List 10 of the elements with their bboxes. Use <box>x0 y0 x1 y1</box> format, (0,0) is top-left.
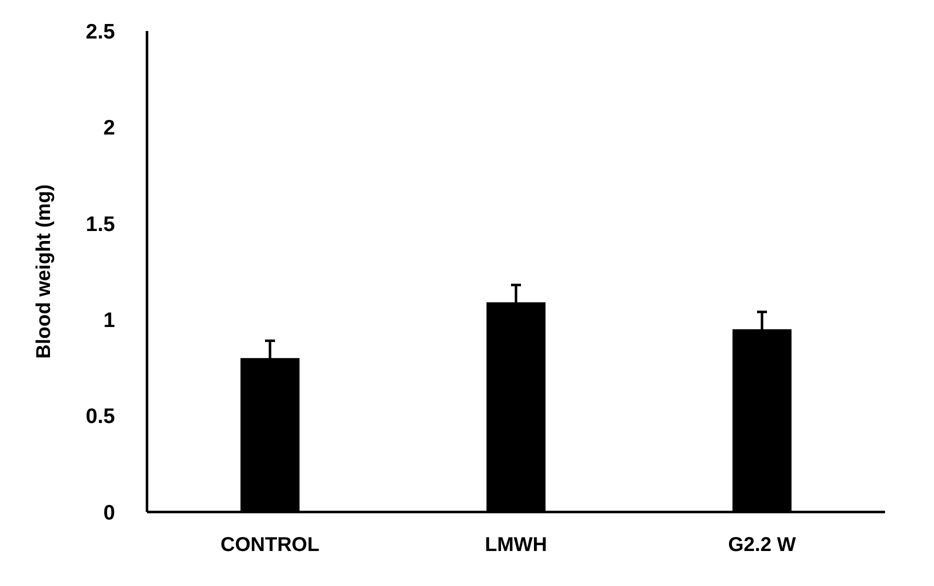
x-tick-label: LMWH <box>484 534 548 556</box>
x-tick-label: G2.2 W <box>728 534 796 556</box>
y-tick-label: 1.5 <box>86 212 116 236</box>
x-tick-label: CONTROL <box>220 534 320 556</box>
y-tick-label: 2 <box>103 116 115 140</box>
y-tick-label: 2.5 <box>86 20 116 44</box>
y-tick-label: 0.5 <box>86 405 116 428</box>
y-axis-title: Blood weight (mg) <box>33 184 55 359</box>
y-tick-label: 1 <box>103 308 116 332</box>
y-tick-label: 0 <box>103 501 115 524</box>
